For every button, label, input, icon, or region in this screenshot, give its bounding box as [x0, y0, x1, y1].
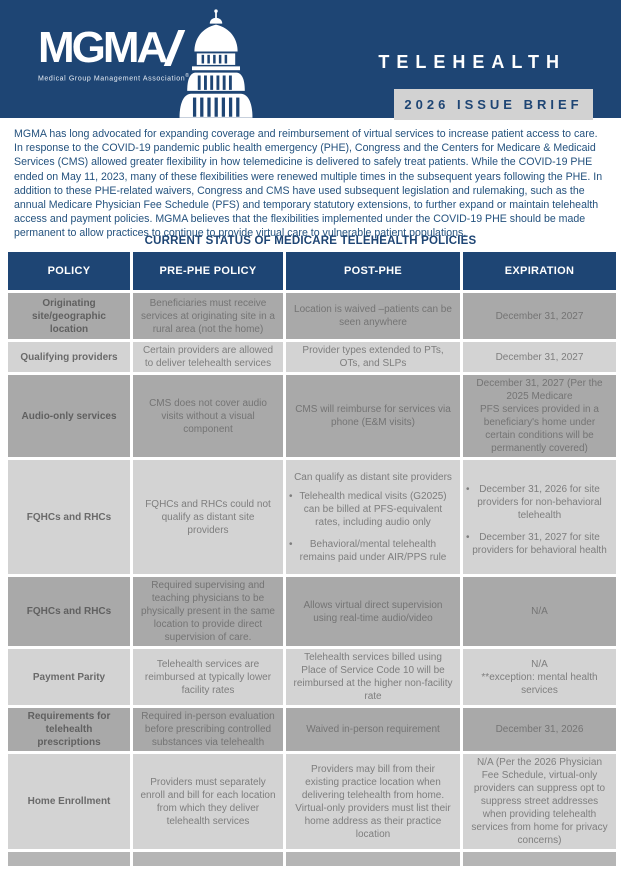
pre-phe-cell: Telehealth services are reimbursed at ty… [133, 649, 283, 705]
table-row: Audio-only services CMS does not cover a… [8, 375, 616, 457]
registered-mark: ® [185, 72, 190, 79]
capitol-building-icon [179, 9, 253, 118]
expiration-cell: December 31, 2027 (Per the 2025 Medicare… [463, 375, 616, 457]
column-header-policy: POLICY [8, 252, 130, 290]
bullet-item: Telehealth medical visits (G2025) can be… [289, 490, 453, 529]
post-phe-intro: Can qualify as distant site providers [294, 471, 452, 483]
table-row: Qualifying providers Certain providers a… [8, 342, 616, 372]
table-row-clipped [8, 852, 616, 866]
post-phe-cell: Telehealth services billed using Place o… [286, 649, 460, 705]
post-phe-cell: Location is waived –patients can be seen… [286, 293, 460, 339]
post-phe-cell: Provider types extended to PTs, OTs, and… [286, 342, 460, 372]
table-row: Originating site/geographic location Ben… [8, 293, 616, 339]
column-header-pre-phe: PRE-PHE POLICY [133, 252, 283, 290]
clipped-cell [133, 852, 283, 866]
mgma-logo-wordmark: MGMA [38, 23, 190, 72]
policy-cell: FQHCs and RHCs [8, 460, 130, 574]
pre-phe-cell: FQHCs and RHCs could not qualify as dist… [133, 460, 283, 574]
policy-cell: Payment Parity [8, 649, 130, 705]
intro-paragraph: MGMA has long advocated for expanding co… [14, 128, 603, 240]
clipped-cell [286, 852, 460, 866]
column-header-expiration: EXPIRATION [463, 252, 616, 290]
bullet-item: December 31, 2026 for site providers for… [466, 483, 609, 522]
post-phe-cell: Providers may bill from their existing p… [286, 754, 460, 849]
mgma-logo: MGMA Medical Group Management Associatio… [38, 23, 190, 82]
table-header-row: POLICY PRE-PHE POLICY POST-PHE EXPIRATIO… [8, 252, 616, 290]
policy-cell: Qualifying providers [8, 342, 130, 372]
post-phe-cell: Allows virtual direct supervision using … [286, 577, 460, 646]
pre-phe-cell: Certain providers are allowed to deliver… [133, 342, 283, 372]
pre-phe-cell: CMS does not cover audio visits without … [133, 375, 283, 457]
mgma-logo-tagline: Medical Group Management Association® [38, 72, 190, 82]
bullet-item: December 31, 2027 for site providers for… [466, 531, 609, 557]
post-phe-bullet-list: Telehealth medical visits (G2025) can be… [289, 490, 453, 564]
expiration-cell: December 31, 2027 [463, 293, 616, 339]
clipped-cell [463, 852, 616, 866]
pre-phe-cell: Providers must separately enroll and bil… [133, 754, 283, 849]
pre-phe-cell: Required in-person evaluation before pre… [133, 708, 283, 751]
document-title: TELEHEALTH [378, 52, 566, 72]
post-phe-cell: Waived in-person requirement [286, 708, 460, 751]
issue-brief-page: MGMA Medical Group Management Associatio… [0, 0, 621, 804]
issue-brief-badge: 2026 ISSUE BRIEF [394, 89, 593, 120]
post-phe-cell: Can qualify as distant site providers Te… [286, 460, 460, 574]
table-row: Home Enrollment Providers must separatel… [8, 754, 616, 849]
expiration-cell: December 31, 2026 for site providers for… [463, 460, 616, 574]
expiration-cell: N/A **exception: mental health services [463, 649, 616, 705]
policy-cell: FQHCs and RHCs [8, 577, 130, 646]
table-row: Requirements for telehealth prescription… [8, 708, 616, 751]
post-phe-cell: CMS will reimburse for services via phon… [286, 375, 460, 457]
table-row: Payment Parity Telehealth services are r… [8, 649, 616, 705]
mgma-logo-text: MGMA [38, 23, 168, 72]
pre-phe-cell: Beneficiaries must receive services at o… [133, 293, 283, 339]
policy-table: POLICY PRE-PHE POLICY POST-PHE EXPIRATIO… [5, 249, 616, 869]
policy-cell: Home Enrollment [8, 754, 130, 849]
column-header-post-phe: POST-PHE [286, 252, 460, 290]
policy-cell: Audio-only services [8, 375, 130, 457]
pre-phe-cell: Required supervising and teaching physic… [133, 577, 283, 646]
table-row: FQHCs and RHCs Required supervising and … [8, 577, 616, 646]
expiration-cell: N/A (Per the 2026 Physician Fee Schedule… [463, 754, 616, 849]
table-title: CURRENT STATUS OF MEDICARE TELEHEALTH PO… [144, 235, 477, 247]
expiration-cell: N/A [463, 577, 616, 646]
policy-cell: Originating site/geographic location [8, 293, 130, 339]
clipped-cell [8, 852, 130, 866]
table-row: FQHCs and RHCs FQHCs and RHCs could not … [8, 460, 616, 574]
expiration-cell: December 31, 2026 [463, 708, 616, 751]
bullet-item: Behavioral/mental telehealth remains pai… [289, 538, 453, 564]
policy-cell: Requirements for telehealth prescription… [8, 708, 130, 751]
expiration-bullet-list: December 31, 2026 for site providers for… [466, 483, 609, 557]
header-band: MGMA Medical Group Management Associatio… [0, 0, 621, 120]
expiration-cell: December 31, 2027 [463, 342, 616, 372]
